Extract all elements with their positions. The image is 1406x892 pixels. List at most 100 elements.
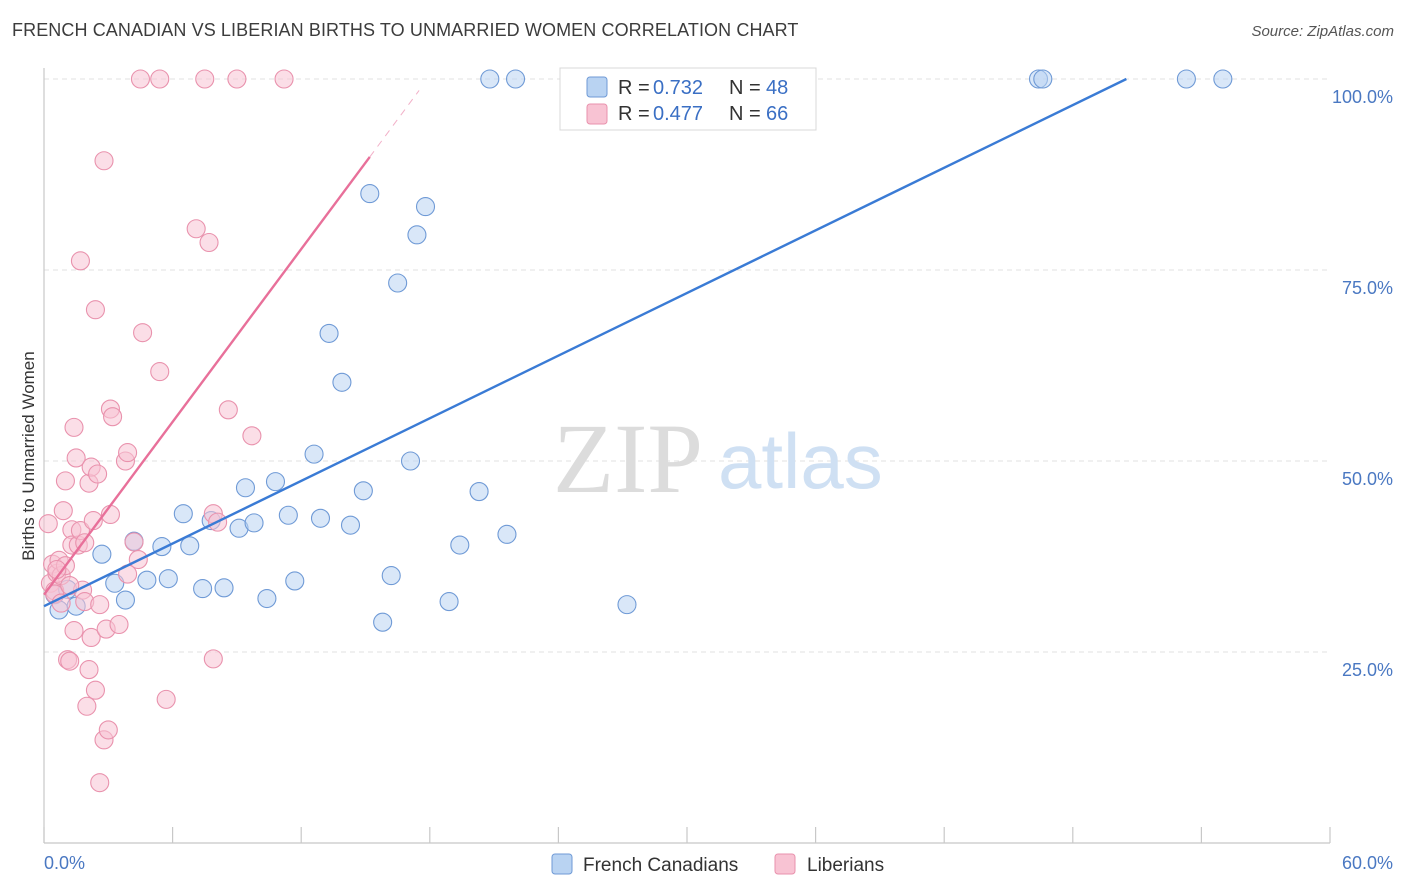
point-french-canadians-8 xyxy=(137,570,157,590)
point-french-canadians-40 xyxy=(497,524,517,544)
point-liberians-45 xyxy=(118,443,138,463)
y-axis-tick-labels: 25.0% 50.0% 75.0% 100.0% xyxy=(1332,87,1393,680)
point-french-canadians-22 xyxy=(285,571,305,591)
point-liberians-16 xyxy=(64,621,84,641)
legend-n-label-liberians: N = xyxy=(729,103,761,125)
point-liberians-61 xyxy=(195,69,215,89)
point-french-canadians-46 xyxy=(1176,69,1196,89)
legend-r-value-liberians: 0.477 xyxy=(653,103,703,125)
point-liberians-62 xyxy=(227,69,247,89)
y-tick-label-75: 75.0% xyxy=(1342,278,1393,298)
point-liberians-32 xyxy=(85,680,105,700)
point-french-canadians-15 xyxy=(214,578,234,598)
point-liberians-43 xyxy=(109,614,129,635)
series-legend-swatch-french-canadians xyxy=(551,853,573,875)
point-french-canadians-10 xyxy=(158,569,178,589)
point-french-canadians-13 xyxy=(193,579,213,599)
point-liberians-28 xyxy=(81,627,101,648)
gridlines xyxy=(44,78,1330,653)
point-liberians-60 xyxy=(150,69,170,89)
point-french-canadians-35 xyxy=(415,197,436,217)
trendline-liberians xyxy=(43,156,371,596)
point-french-canadians-39 xyxy=(480,69,500,89)
point-french-canadians-21 xyxy=(278,505,298,525)
x-tick-label-min: 0.0% xyxy=(44,853,85,873)
point-french-canadians-45 xyxy=(1033,69,1053,89)
legend-n-label-french-canadians: N = xyxy=(729,77,761,99)
y-tick-label-50: 50.0% xyxy=(1342,469,1393,489)
point-french-canadians-42 xyxy=(617,595,637,615)
trendline-extension-liberians xyxy=(369,90,420,158)
x-axis-ticks xyxy=(43,827,1331,843)
trendline-french-canadians xyxy=(43,77,1127,608)
legend-n-value-liberians: 66 xyxy=(766,103,788,125)
y-tick-label-25: 25.0% xyxy=(1342,660,1393,680)
trendlines xyxy=(43,77,1127,608)
point-french-canadians-36 xyxy=(439,592,459,612)
point-french-canadians-12 xyxy=(180,536,200,556)
y-axis-title: Births to Unmarried Women xyxy=(19,351,38,560)
legend-swatch-french-canadians xyxy=(586,76,608,98)
point-french-canadians-34 xyxy=(407,225,427,245)
watermark-atlas: atlas xyxy=(718,417,883,505)
point-liberians-33 xyxy=(88,464,108,484)
point-french-canadians-11 xyxy=(173,504,193,524)
point-liberians-10 xyxy=(55,471,75,491)
point-liberians-27 xyxy=(79,660,99,680)
point-french-canadians-33 xyxy=(400,451,421,471)
watermark: ZIP atlas xyxy=(553,403,883,514)
point-french-canadians-4 xyxy=(92,544,112,564)
point-french-canadians-29 xyxy=(360,184,380,204)
point-french-canadians-6 xyxy=(115,590,135,610)
point-french-canadians-30 xyxy=(373,612,393,632)
point-liberians-59 xyxy=(242,426,262,446)
point-liberians-51 xyxy=(150,362,170,382)
point-liberians-53 xyxy=(186,219,206,239)
point-liberians-58 xyxy=(218,400,238,420)
point-french-canadians-38 xyxy=(469,482,489,502)
point-liberians-56 xyxy=(203,649,223,669)
point-french-canadians-28 xyxy=(353,481,373,501)
point-liberians-0 xyxy=(38,514,58,534)
legend: R = 0.732 N = 48 R = 0.477 N = 66 xyxy=(559,67,817,131)
point-liberians-47 xyxy=(124,532,144,552)
point-french-canadians-19 xyxy=(257,588,277,609)
watermark-zip: ZIP xyxy=(553,403,703,514)
point-french-canadians-41 xyxy=(505,69,526,89)
point-liberians-39 xyxy=(98,720,118,740)
point-french-canadians-27 xyxy=(340,515,361,535)
point-french-canadians-37 xyxy=(450,535,470,555)
point-liberians-42 xyxy=(103,407,123,427)
point-liberians-63 xyxy=(274,69,294,89)
legend-r-label-french-canadians: R = xyxy=(618,77,650,99)
y-tick-label-100: 100.0% xyxy=(1332,87,1393,107)
point-liberians-18 xyxy=(66,448,86,468)
point-french-canadians-26 xyxy=(332,372,352,392)
point-liberians-13 xyxy=(60,651,80,671)
point-french-canadians-5 xyxy=(105,573,125,593)
point-liberians-21 xyxy=(70,251,90,271)
chart-title: FRENCH CANADIAN VS LIBERIAN BIRTHS TO UN… xyxy=(12,20,799,40)
point-french-canadians-20 xyxy=(265,472,286,492)
series-legend: French Canadians Liberians xyxy=(551,853,884,876)
series-legend-swatch-liberians xyxy=(774,853,796,875)
x-tick-label-max: 60.0% xyxy=(1342,853,1393,873)
source-credit: Source: ZipAtlas.com xyxy=(1251,23,1394,40)
point-liberians-25 xyxy=(77,696,97,716)
point-liberians-17 xyxy=(64,417,84,437)
series-legend-label-french-canadians: French Canadians xyxy=(583,855,738,876)
legend-n-value-french-canadians: 48 xyxy=(766,77,788,99)
point-liberians-52 xyxy=(156,689,176,709)
legend-r-label-liberians: R = xyxy=(618,103,650,125)
series-legend-label-liberians: Liberians xyxy=(807,855,884,876)
point-french-canadians-17 xyxy=(235,478,256,498)
legend-swatch-liberians xyxy=(586,103,608,125)
point-french-canadians-23 xyxy=(304,444,324,464)
point-liberians-31 xyxy=(85,300,105,320)
point-liberians-35 xyxy=(90,595,110,615)
point-french-canadians-18 xyxy=(244,513,264,533)
point-liberians-49 xyxy=(130,69,150,89)
point-french-canadians-24 xyxy=(310,508,331,528)
point-french-canadians-32 xyxy=(388,273,408,293)
